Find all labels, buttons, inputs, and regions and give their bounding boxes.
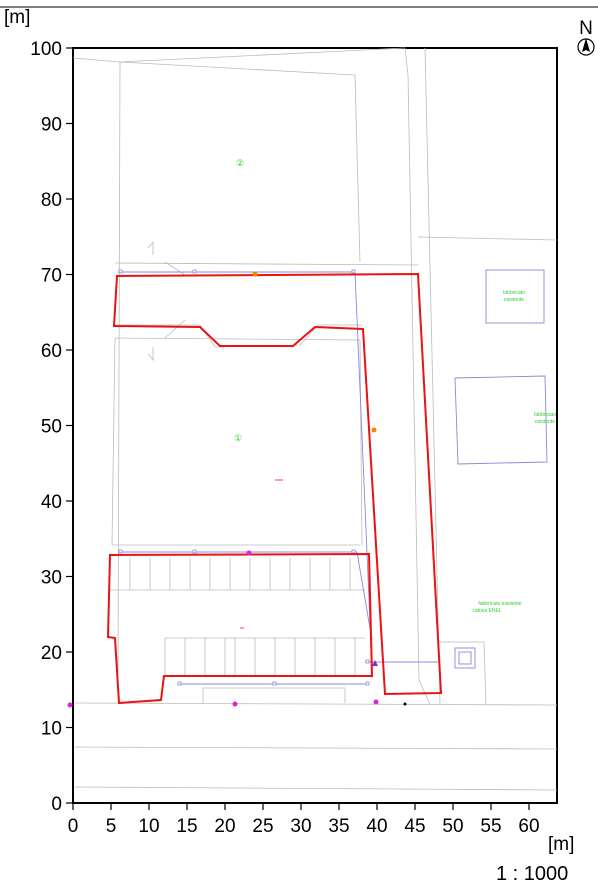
boundary-lower-area [106,552,374,705]
building-note-1-line1: fabbricato [503,290,525,296]
building-note-3-line2: cabina ENEL [472,608,501,614]
y-tick-label: 10 [41,719,62,740]
y-tick-label: 100 [30,39,62,60]
x-tick-label: 35 [328,816,349,837]
y-tick-label: 40 [41,492,62,513]
y-tick-label: 80 [41,190,62,211]
y-tick-label: 90 [41,115,62,136]
x-tick-label: 30 [290,816,311,837]
x-tick-label: 15 [176,816,197,837]
orange-marker [252,271,258,277]
background-linework [72,47,558,791]
enel-cabin-outer [454,647,476,669]
purple-marker [372,660,378,666]
existing-building-2 [454,375,548,465]
point-markers [67,271,407,708]
x-tick-label: 5 [106,816,117,837]
scale-label: 1 : 1000 [496,863,568,885]
x-tick-label: 40 [366,816,387,837]
north-arrow: N [577,18,595,56]
black-marker [403,702,407,706]
magenta-marker [373,699,379,705]
y-tick-label: 30 [41,568,62,589]
building-note-3-line1: fabbricato esistente [478,601,522,607]
orange-marker [371,427,377,433]
x-tick-label: 55 [480,816,501,837]
y-tick-label: 50 [41,417,62,438]
x-tick-label: 25 [252,816,273,837]
boundary-upper-lshape [112,272,443,696]
compass-needle-icon [582,38,590,52]
x-tick-label: 10 [138,816,159,837]
building-note-1-line2: esistente [504,297,524,303]
building-note-2-line1: fabbricato [534,412,556,418]
north-label: N [579,18,593,39]
y-tick-label: 60 [41,341,62,362]
magenta-marker [246,550,252,556]
enel-cabin-inner [458,651,472,665]
y-tick-label: 20 [41,643,62,664]
survey-vertices [118,269,370,686]
building-note-2-line2: esistente [535,419,555,425]
project-boundary [106,272,443,705]
map-frame [72,47,558,804]
y-axis-unit-label: [m] [4,7,30,28]
x-axis: 0 5 10 15 20 25 30 35 40 45 50 55 60 [68,803,540,837]
y-tick-label: 0 [51,794,62,815]
x-tick-label: 0 [68,816,79,837]
x-tick-label: 20 [214,816,235,837]
zone-label-1: ① [234,433,242,443]
existing-building-1 [485,269,545,324]
magenta-marker [232,701,238,707]
x-tick-label: 50 [442,816,463,837]
x-tick-label: 45 [404,816,425,837]
y-tick-label: 70 [41,266,62,287]
x-axis-unit-label: [m] [548,834,574,855]
x-tick-label: 60 [518,816,539,837]
magenta-marker [67,702,73,708]
zone-label-2: ② [236,158,244,168]
